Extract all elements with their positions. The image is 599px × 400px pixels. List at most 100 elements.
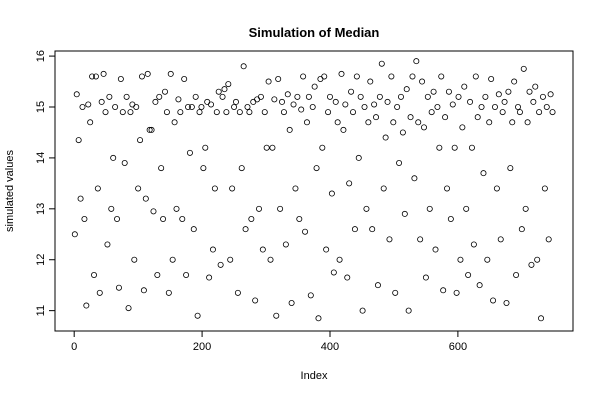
point: [384, 98, 391, 105]
point: [417, 236, 424, 243]
point: [378, 60, 385, 67]
point: [361, 104, 368, 111]
point: [313, 165, 320, 172]
point: [279, 98, 286, 105]
y-tick-label: 11: [35, 305, 47, 316]
point: [206, 274, 213, 281]
point: [161, 88, 168, 95]
point: [100, 70, 107, 77]
point: [484, 256, 491, 263]
point: [317, 76, 324, 83]
point: [459, 124, 466, 131]
point: [445, 88, 452, 95]
point: [296, 215, 303, 222]
point: [390, 119, 397, 126]
point: [234, 289, 241, 296]
point: [123, 93, 130, 100]
point: [440, 287, 447, 294]
point: [71, 231, 78, 238]
point: [175, 96, 182, 103]
point: [98, 98, 105, 105]
point: [340, 126, 347, 133]
point: [453, 289, 460, 296]
point: [493, 185, 500, 192]
point: [250, 98, 257, 105]
point: [350, 109, 357, 116]
point: [236, 109, 243, 116]
point: [363, 205, 370, 212]
point: [144, 70, 151, 77]
point: [403, 86, 410, 93]
point: [127, 109, 134, 116]
point: [539, 93, 546, 100]
point: [106, 93, 113, 100]
point: [388, 73, 395, 80]
point: [545, 236, 552, 243]
point: [77, 195, 84, 202]
y-tick-label: 16: [35, 50, 47, 62]
point: [110, 154, 117, 161]
point: [394, 104, 401, 111]
point: [309, 104, 316, 111]
point: [280, 109, 287, 116]
point: [326, 93, 333, 100]
point: [344, 274, 351, 281]
point: [284, 91, 291, 98]
point: [530, 98, 537, 105]
point: [185, 104, 192, 111]
point: [376, 93, 383, 100]
point: [131, 256, 138, 263]
point: [165, 289, 172, 296]
point: [94, 185, 101, 192]
point: [158, 165, 165, 172]
point: [282, 241, 289, 248]
point: [194, 312, 201, 319]
y-tick-label: 12: [35, 254, 47, 266]
point: [91, 271, 98, 278]
point: [140, 287, 147, 294]
point: [148, 126, 155, 133]
point: [359, 307, 366, 314]
point: [497, 236, 504, 243]
x-tick-label: 400: [321, 341, 339, 353]
point: [209, 246, 216, 253]
point: [401, 210, 408, 217]
point: [137, 137, 144, 144]
point: [321, 73, 328, 80]
point: [424, 93, 431, 100]
point: [520, 65, 527, 72]
x-tick-label: 200: [193, 341, 211, 353]
point: [223, 109, 230, 116]
point: [397, 93, 404, 100]
point: [543, 104, 550, 111]
point: [386, 236, 393, 243]
point: [409, 73, 416, 80]
point: [87, 119, 94, 126]
point: [219, 93, 226, 100]
point: [524, 119, 531, 126]
point: [507, 165, 514, 172]
point: [315, 315, 322, 322]
point: [328, 190, 335, 197]
point: [336, 256, 343, 263]
point: [419, 78, 426, 85]
point: [353, 73, 360, 80]
point: [503, 299, 510, 306]
point: [367, 78, 374, 85]
point: [217, 261, 224, 268]
x-axis-label: Index: [301, 370, 328, 382]
point: [83, 302, 90, 309]
point: [232, 98, 239, 105]
point: [526, 88, 533, 95]
point: [532, 83, 539, 90]
point: [271, 96, 278, 103]
point: [252, 297, 259, 304]
point: [411, 175, 418, 182]
point: [511, 78, 518, 85]
point: [171, 119, 178, 126]
point: [238, 165, 245, 172]
point: [444, 185, 451, 192]
point: [133, 104, 140, 111]
point: [196, 109, 203, 116]
point: [75, 137, 82, 144]
